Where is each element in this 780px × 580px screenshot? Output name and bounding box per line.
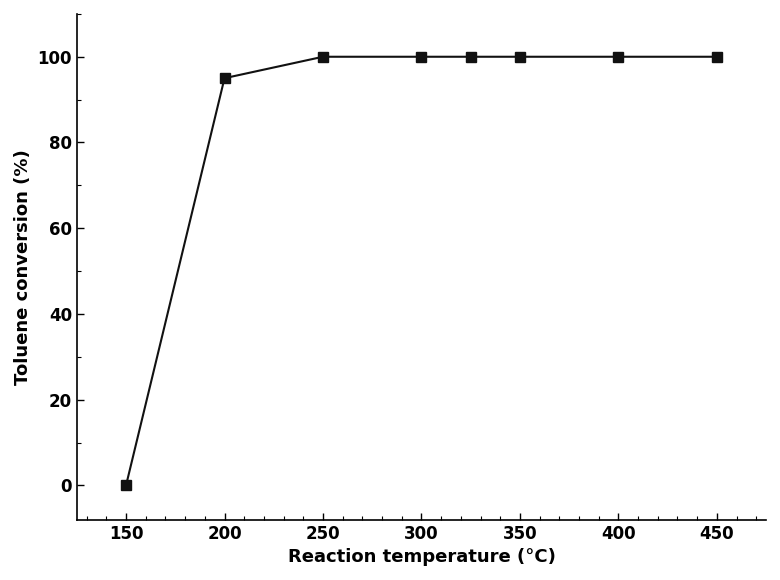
Y-axis label: Toluene conversion (%): Toluene conversion (%)	[14, 149, 32, 385]
X-axis label: Reaction temperature (°C): Reaction temperature (°C)	[288, 548, 555, 566]
